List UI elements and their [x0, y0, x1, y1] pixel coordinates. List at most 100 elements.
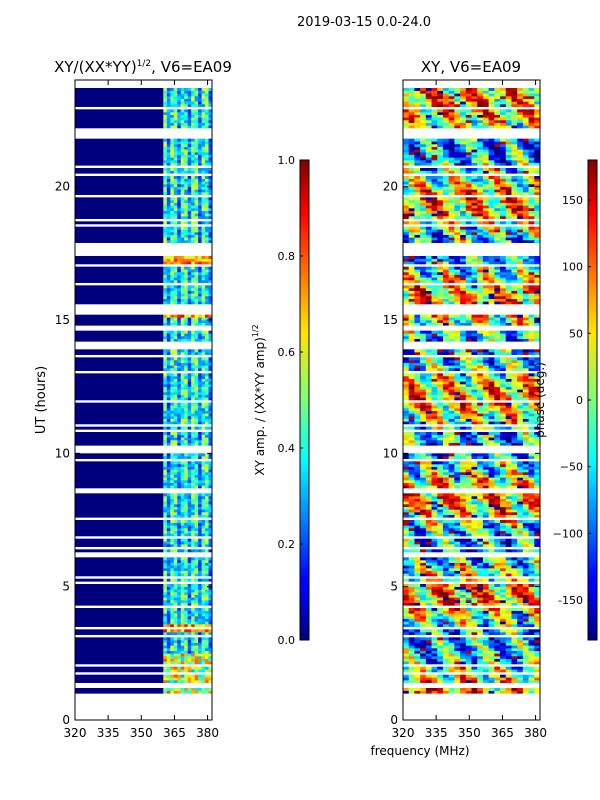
- phase-cell: [431, 528, 438, 531]
- amplitude-cell: [75, 485, 164, 489]
- amplitude-cell: [201, 314, 206, 318]
- phase-cell: [494, 418, 501, 422]
- phase-cell: [408, 453, 415, 457]
- phase-cell: [471, 541, 478, 545]
- amplitude-cell: [201, 541, 206, 545]
- phase-cell: [517, 533, 524, 537]
- amplitude-cell: [180, 578, 185, 582]
- phase-cell: [511, 408, 518, 411]
- amplitude-cell: [173, 642, 178, 646]
- amplitude-cell: [201, 410, 206, 414]
- phase-cell: [482, 482, 489, 486]
- amplitude-cell: [198, 208, 202, 211]
- amplitude-cell: [170, 296, 175, 299]
- phase-cell: [454, 600, 461, 603]
- amplitude-cell: [184, 160, 188, 163]
- amplitude-cell: [194, 456, 199, 459]
- amplitude-cell: [166, 597, 171, 601]
- phase-cell: [460, 464, 467, 467]
- amplitude-cell: [191, 624, 195, 627]
- amplitude-cell: [205, 365, 209, 369]
- phase-cell: [471, 586, 478, 590]
- phase-cell: [500, 584, 507, 587]
- phase-cell: [448, 618, 455, 622]
- phase-cell: [517, 437, 524, 441]
- phase-cell: [482, 493, 489, 497]
- phase-cell: [522, 674, 529, 678]
- phase-cell: [448, 661, 455, 665]
- phase-cell: [437, 624, 444, 627]
- amplitude-cell: [187, 277, 192, 281]
- phase-cell: [442, 624, 449, 627]
- amplitude-cell: [75, 301, 164, 305]
- amplitude-cell: [198, 608, 202, 611]
- amplitude-cell: [166, 578, 171, 582]
- phase-cell: [403, 482, 410, 486]
- amplitude-cell: [201, 384, 206, 387]
- amplitude-cell: [198, 149, 202, 153]
- phase-cell: [403, 480, 410, 483]
- amplitude-cell: [198, 549, 202, 553]
- phase-cell: [511, 512, 518, 515]
- amplitude-cell: [191, 237, 195, 241]
- amplitude-cell: [173, 690, 178, 694]
- amplitude-cell: [198, 362, 202, 366]
- phase-cell: [482, 674, 489, 678]
- phase-cell: [517, 597, 524, 601]
- amplitude-cell: [166, 386, 171, 390]
- phase-cell: [448, 506, 455, 510]
- phase-cell: [494, 650, 501, 654]
- amplitude-cell: [194, 472, 199, 475]
- phase-cell: [477, 384, 484, 387]
- phase-cell: [528, 389, 535, 393]
- amplitude-cell: [177, 138, 182, 142]
- amplitude-cell: [180, 586, 185, 590]
- phase-cell: [442, 421, 449, 425]
- amplitude-cell: [166, 376, 171, 379]
- amplitude-cell: [187, 498, 192, 502]
- amplitude-cell: [166, 184, 171, 187]
- amplitude-cell: [180, 624, 185, 627]
- amplitude-cell: [187, 568, 192, 571]
- amplitude-cell: [166, 549, 171, 553]
- amplitude-cell: [208, 437, 212, 441]
- amplitude-cell: [173, 229, 178, 233]
- amplitude-cell: [201, 650, 206, 654]
- phase-cell: [494, 477, 501, 481]
- phase-cell: [437, 512, 444, 515]
- amplitude-cell: [208, 656, 212, 659]
- phase-cell: [420, 413, 427, 417]
- amplitude-cell: [191, 266, 195, 270]
- amplitude-cell: [187, 541, 192, 545]
- phase-cell: [471, 421, 478, 425]
- phase-cell: [420, 496, 427, 499]
- amplitude-cell: [163, 666, 168, 670]
- phase-cell: [477, 496, 484, 499]
- amplitude-cell: [208, 189, 212, 193]
- phase-cell: [500, 621, 507, 625]
- phase-cell: [488, 597, 495, 601]
- amplitude-cell: [208, 202, 212, 206]
- phase-cell: [454, 453, 461, 457]
- phase-cell: [431, 506, 438, 510]
- amplitude-cell: [166, 93, 171, 97]
- amplitude-cell: [205, 437, 209, 441]
- amplitude-cell: [166, 661, 171, 665]
- phase-cell: [414, 637, 421, 641]
- phase-cell: [420, 600, 427, 603]
- phase-cell: [500, 544, 507, 547]
- phase-cell: [448, 405, 455, 409]
- amplitude-cell: [208, 184, 212, 187]
- phase-cell: [471, 442, 478, 446]
- colorbar-tick-label: 1.0: [278, 154, 296, 167]
- phase-cell: [408, 530, 415, 534]
- phase-cell: [425, 477, 432, 481]
- amplitude-cell: [163, 434, 168, 438]
- phase-cell: [425, 680, 432, 683]
- amplitude-cell: [205, 621, 209, 625]
- amplitude-cell: [208, 589, 212, 593]
- phase-cell: [511, 557, 518, 561]
- amplitude-cell: [170, 504, 175, 507]
- amplitude-cell: [177, 368, 182, 371]
- phase-cell: [408, 437, 415, 441]
